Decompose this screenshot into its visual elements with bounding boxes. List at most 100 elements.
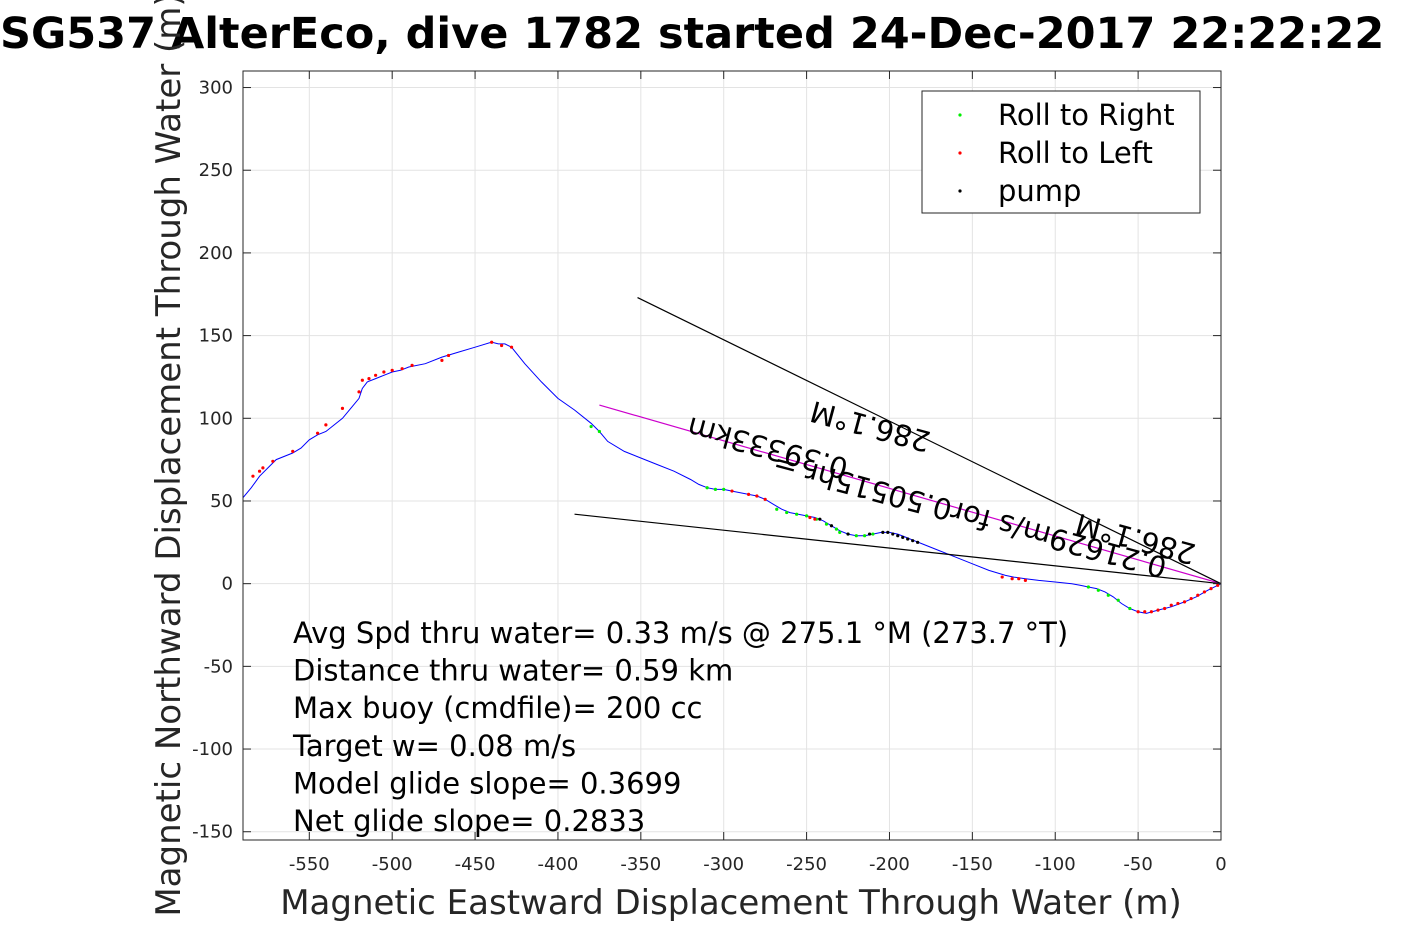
y-tick-label: -100 <box>192 739 233 760</box>
roll-left-point <box>271 459 275 463</box>
roll-right-point <box>834 527 839 531</box>
roll-left-point <box>1010 577 1014 581</box>
x-tick-label: -400 <box>538 854 579 875</box>
roll-right-point <box>871 532 875 536</box>
roll-right-point <box>854 534 858 538</box>
legend-marker-roll-right <box>958 113 962 117</box>
pump-point <box>829 524 834 528</box>
roll-left-point <box>509 345 514 349</box>
pump-point <box>881 530 885 535</box>
roll-left-point <box>755 494 759 498</box>
stat-line: Avg Spd thru water= 0.33 m/s @ 275.1 °M … <box>293 616 1068 650</box>
x-tick-label: -500 <box>372 854 413 875</box>
pump-point <box>911 539 915 543</box>
heading-line <box>599 404 1221 585</box>
pump-point <box>896 534 900 538</box>
roll-left-point <box>340 406 345 410</box>
y-tick-label: 0 <box>222 574 233 595</box>
current-line-upper <box>637 297 1221 585</box>
roll-right-point <box>1106 593 1110 597</box>
roll-left-point <box>1143 610 1147 614</box>
roll-right-point <box>713 487 718 492</box>
y-tick-label: 100 <box>199 408 233 429</box>
roll-right-point <box>1116 598 1120 602</box>
y-tick-label: 250 <box>199 160 233 181</box>
roll-left-point <box>490 340 494 344</box>
y-axis-label: Magnetic Northward Displacement Through … <box>149 0 189 917</box>
plot-frame <box>242 70 1222 841</box>
y-tick-label: 50 <box>210 491 233 512</box>
roll-left-point <box>315 431 320 435</box>
roll-left-point <box>813 517 817 521</box>
roll-left-point <box>746 492 751 496</box>
legend-label-roll-left: Roll to Left <box>998 136 1153 170</box>
track-line <box>243 341 1221 614</box>
roll-left-point <box>257 469 262 473</box>
roll-right-point <box>597 429 601 434</box>
current-line-lower <box>574 513 1221 585</box>
pump-point <box>886 530 890 535</box>
pump-point <box>818 517 822 521</box>
plot-points <box>251 340 1220 614</box>
x-tick-label: -350 <box>620 854 661 875</box>
roll-left-point <box>251 474 255 478</box>
roll-left-point <box>261 466 265 470</box>
stat-line: Model glide slope= 0.3699 <box>293 766 681 800</box>
x-tick-label: -100 <box>1035 854 1076 875</box>
y-tick-label: 150 <box>199 326 233 347</box>
x-tick-label: -550 <box>289 854 330 875</box>
roll-right-point <box>705 486 709 490</box>
x-tick-label: -300 <box>703 854 744 875</box>
stat-line: Net glide slope= 0.2833 <box>293 804 645 838</box>
roll-left-point <box>400 367 404 371</box>
legend: Roll to Right Roll to Left pump <box>921 90 1201 214</box>
x-tick-label: -200 <box>869 854 910 875</box>
stat-line: Target w= 0.08 m/s <box>292 729 576 763</box>
roll-left-point <box>1202 590 1207 594</box>
x-tick-label: -450 <box>455 854 496 875</box>
chart-title: SG537 AlterEco, dive 1782 started 24-Dec… <box>0 9 1384 59</box>
roll-left-point <box>360 378 364 382</box>
roll-left-point <box>367 377 371 381</box>
roll-left-point <box>499 343 504 348</box>
roll-right-point <box>1096 588 1100 592</box>
y-tick-label: -150 <box>192 822 233 843</box>
roll-left-point <box>763 497 767 501</box>
roll-left-point <box>374 373 378 377</box>
roll-right-point <box>775 507 779 511</box>
roll-left-point <box>1209 587 1213 591</box>
x-tick-label: -250 <box>786 854 827 875</box>
roll-left-point <box>808 515 812 520</box>
stat-line: Max buoy (cmdfile)= 200 cc <box>293 691 702 725</box>
y-tick-label: 200 <box>199 243 233 264</box>
legend-label-pump: pump <box>998 174 1081 208</box>
roll-left-point <box>410 363 414 367</box>
x-tick-label: -150 <box>952 854 993 875</box>
roll-left-point <box>1182 600 1187 604</box>
x-tick-label: 0 <box>1215 854 1226 875</box>
roll-left-point <box>1023 578 1027 582</box>
roll-left-point <box>1189 596 1193 601</box>
plot-lines <box>243 297 1221 614</box>
roll-left-point <box>1149 610 1153 614</box>
roll-left-point <box>1156 608 1160 612</box>
roll-left-point <box>324 423 328 427</box>
roll-right-point <box>863 534 867 538</box>
roll-right-point <box>795 512 799 516</box>
legend-marker-roll-left <box>958 151 962 155</box>
pump-point <box>906 537 910 541</box>
roll-left-point <box>1196 593 1200 597</box>
legend-marker-pump <box>958 189 962 193</box>
pump-point <box>916 540 920 544</box>
roll-right-point <box>1086 585 1090 589</box>
roll-left-point <box>1136 610 1140 614</box>
axes: -550 -500 -450 -400 -350 -300 -250 -200 -150 -100… <box>192 71 1227 875</box>
roll-left-point <box>1000 575 1004 579</box>
stat-line: Distance thru water= 0.59 km <box>293 654 733 688</box>
roll-right-point <box>722 487 726 492</box>
pump-point <box>891 532 895 536</box>
roll-right-point <box>785 510 789 515</box>
roll-left-point <box>1216 583 1220 587</box>
roll-right-point <box>824 522 829 526</box>
